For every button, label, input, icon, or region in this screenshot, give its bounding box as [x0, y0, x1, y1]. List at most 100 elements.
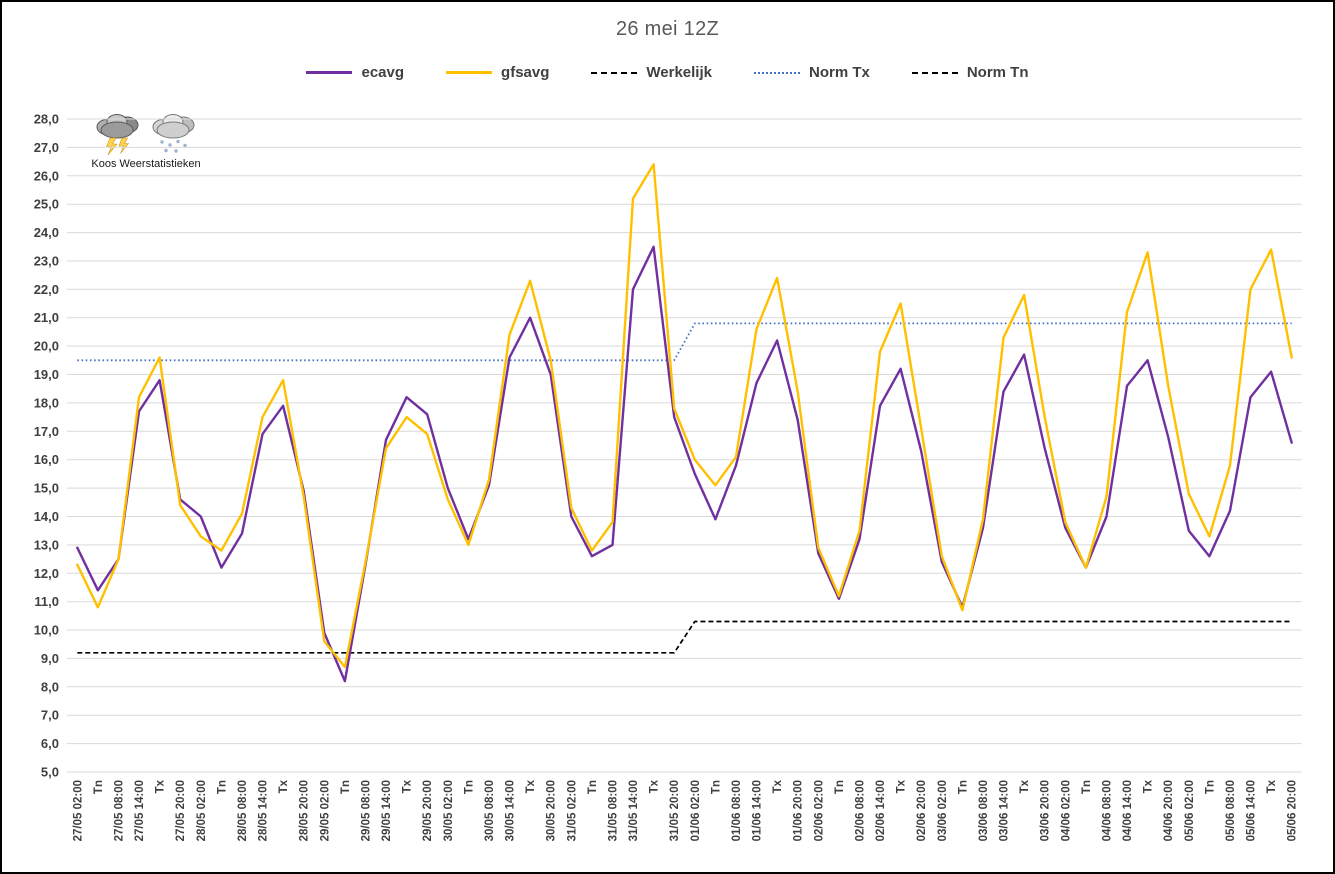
x-axis-label: 02/06 20:00 — [916, 780, 928, 841]
snow-cloud-icon — [152, 114, 195, 153]
x-axis-label: 29/05 02:00 — [319, 780, 331, 841]
y-axis-label: 7,0 — [41, 708, 59, 723]
y-axis-label: 23,0 — [34, 254, 59, 269]
series-gfsavg-line — [76, 163, 1293, 669]
x-axis-label: 30/05 08:00 — [484, 780, 496, 841]
x-axis-label: Tx — [278, 779, 290, 793]
x-axis-label: 01/06 20:00 — [793, 780, 805, 841]
logo-clouds — [78, 110, 214, 156]
y-axis-label: 12,0 — [34, 566, 59, 581]
legend-label: ecavg — [361, 64, 405, 81]
y-axis-label: 19,0 — [34, 367, 59, 382]
y-axis-label: 24,0 — [34, 225, 59, 240]
x-axis-label: 05/06 14:00 — [1246, 780, 1258, 841]
x-axis-label: 04/06 02:00 — [1060, 780, 1072, 841]
x-axis-label: 28/05 02:00 — [196, 780, 208, 841]
x-axis-label: 05/06 20:00 — [1287, 780, 1299, 841]
y-axis-label: 13,0 — [34, 537, 59, 552]
x-axis-label: 28/05 14:00 — [258, 780, 270, 841]
x-axis-label: Tn — [463, 780, 475, 794]
x-axis-label: 27/05 02:00 — [72, 780, 84, 841]
x-axis-label: 27/05 08:00 — [114, 780, 126, 841]
x-axis-label: 30/05 14:00 — [505, 780, 517, 841]
legend-line-sample — [306, 71, 353, 74]
x-axis-label: 03/06 08:00 — [978, 780, 990, 841]
y-axis-label: 11,0 — [34, 594, 59, 609]
x-axis-label: 30/05 02:00 — [443, 780, 455, 841]
x-axis-label: 31/05 14:00 — [628, 780, 640, 841]
legend-label: Werkelijk — [646, 64, 712, 81]
y-axis-label: 18,0 — [34, 395, 59, 410]
y-axis-label: 17,0 — [34, 424, 59, 439]
x-axis-label: Tx — [1019, 779, 1031, 793]
x-axis-label: 03/06 20:00 — [1040, 780, 1052, 841]
y-axis-label: 16,0 — [34, 452, 59, 467]
y-axis-label: 22,0 — [34, 282, 59, 297]
x-axis-label: 01/06 08:00 — [731, 780, 743, 841]
y-axis-label: 25,0 — [34, 197, 59, 212]
x-axis-label: Tx — [649, 779, 661, 793]
x-axis-label: Tx — [1143, 779, 1155, 793]
y-axis-label: 28,0 — [34, 112, 59, 127]
legend-line-sample — [446, 71, 493, 74]
x-axis-label: 29/05 14:00 — [381, 780, 393, 841]
x-axis-label: 31/05 20:00 — [669, 780, 681, 841]
x-axis-label: 02/06 14:00 — [875, 780, 887, 841]
legend-label: Norm Tx — [809, 64, 870, 81]
series-norm-tn-line — [77, 620, 1292, 654]
x-axis-label: Tn — [834, 780, 846, 794]
y-axis-label: 6,0 — [41, 736, 59, 751]
chart-legend: ecavg gfsavg Werkelijk Norm Tx Norm Tn — [2, 64, 1333, 81]
y-axis-label: 14,0 — [34, 509, 59, 524]
x-axis-label: Tx — [525, 779, 537, 793]
y-axis-label: 9,0 — [41, 651, 59, 666]
x-axis-label: Tx — [1266, 779, 1278, 793]
y-axis-label: 20,0 — [34, 339, 59, 354]
x-axis-label: Tx — [155, 779, 167, 793]
x-axis-label: 03/06 14:00 — [999, 780, 1011, 841]
x-axis-label: 04/06 08:00 — [1102, 780, 1114, 841]
x-axis-label: Tn — [340, 780, 352, 794]
legend-item-norm-tx: Norm Tx — [754, 64, 870, 81]
x-axis-label: Tn — [587, 780, 599, 794]
storm-cloud-icon — [96, 114, 139, 156]
y-axis-label: 5,0 — [41, 765, 59, 780]
legend-line-sample — [911, 71, 958, 74]
x-axis-label: 29/05 20:00 — [422, 780, 434, 841]
legend-item-werkelijk: Werkelijk — [591, 64, 712, 81]
x-axis-label: 01/06 14:00 — [752, 780, 764, 841]
x-axis-label: Tn — [957, 780, 969, 794]
x-axis-label: Tx — [896, 779, 908, 793]
x-axis-label: 28/05 20:00 — [299, 780, 311, 841]
x-axis-label: 02/06 08:00 — [855, 780, 867, 841]
y-axis-label: 21,0 — [34, 310, 59, 325]
x-axis-label: Tn — [1081, 780, 1093, 794]
x-axis-label: 30/05 20:00 — [546, 780, 558, 841]
x-axis-label: 03/06 02:00 — [937, 780, 949, 841]
x-axis-label: 05/06 08:00 — [1225, 780, 1237, 841]
x-axis-label: Tn — [1204, 780, 1216, 794]
x-axis-label: 31/05 02:00 — [566, 780, 578, 841]
legend-line-sample — [591, 71, 638, 74]
x-axis-label: Tx — [772, 779, 784, 793]
temperature-forecast-plot: 5,0 6,0 7,0 8,0 9,0 10,0 11,0 12,0 13,0 14,0 15,0 1… — [34, 112, 1302, 841]
y-axis-label: 8,0 — [41, 679, 59, 694]
x-axis-label: 29/05 08:00 — [361, 780, 373, 841]
legend-line-sample — [754, 71, 800, 74]
x-axis-label: Tn — [93, 780, 105, 794]
x-axis-label: 27/05 14:00 — [134, 780, 146, 841]
chart-title: 26 mei 12Z — [615, 18, 720, 40]
x-axis-label: 31/05 08:00 — [608, 780, 620, 841]
y-axis-label: 15,0 — [34, 481, 59, 496]
x-axis-label: 27/05 20:00 — [175, 780, 187, 841]
legend-label: gfsavg — [501, 64, 550, 81]
y-axis-label: 10,0 — [34, 623, 59, 638]
x-axis-label: 04/06 20:00 — [1163, 780, 1175, 841]
legend-item-norm-tn: Norm Tn — [911, 64, 1029, 81]
x-axis-label: Tn — [710, 780, 722, 794]
x-axis-label: 01/06 02:00 — [690, 780, 702, 841]
x-axis-label: Tn — [216, 780, 228, 794]
legend-item-gfsavg: gfsavg — [446, 64, 549, 81]
logo: Koos Weerstatistieken — [78, 110, 214, 170]
